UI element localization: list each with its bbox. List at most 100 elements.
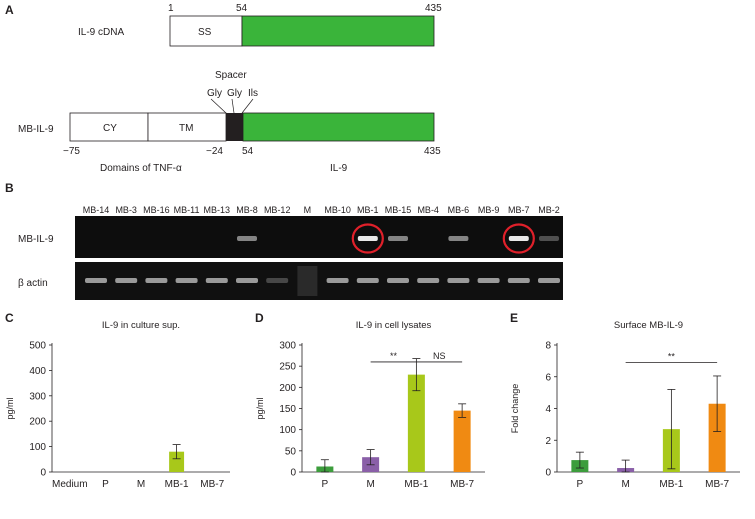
chart-title: IL-9 in culture sup. bbox=[102, 320, 180, 331]
spacer-aa-2: Gly bbox=[227, 88, 242, 99]
x-tick-label: M bbox=[366, 479, 374, 490]
y-tick-label: 300 bbox=[279, 341, 296, 352]
y-axis-label: pg/ml bbox=[255, 397, 265, 419]
panel-a-diagram: A 1 54 435 IL-9 cDNA SS Spacer Gly Gly I… bbox=[5, 3, 442, 174]
y-tick-label: 200 bbox=[29, 417, 46, 428]
actin-band bbox=[266, 278, 289, 283]
mb-domains-label: Domains of TNF-α bbox=[100, 163, 182, 174]
actin-band bbox=[507, 278, 530, 283]
mb-il9-segment bbox=[242, 112, 435, 142]
il9-band bbox=[448, 236, 469, 241]
bar bbox=[708, 403, 726, 472]
cdna-ss-segment bbox=[169, 15, 243, 47]
y-axis-label: Fold change bbox=[510, 384, 520, 434]
significance-label: ** bbox=[668, 351, 676, 361]
y-tick-label: 500 bbox=[29, 341, 46, 352]
chart-title: IL-9 in cell lysates bbox=[356, 320, 432, 331]
mb-spacer-segment bbox=[226, 113, 243, 141]
y-tick-label: 100 bbox=[279, 425, 296, 436]
lane-label: MB-9 bbox=[478, 205, 500, 215]
chart-c: C IL-9 in culture sup. pg/ml 0 100 200 300 400 5… bbox=[5, 311, 230, 490]
significance-label: ** bbox=[390, 351, 398, 361]
y-tick-label: 0 bbox=[40, 468, 46, 479]
lane-label: MB-11 bbox=[174, 205, 200, 215]
mb-il9-label: IL-9 bbox=[330, 163, 348, 174]
lane-label: MB-8 bbox=[236, 205, 258, 215]
y-tick-label: 0 bbox=[545, 468, 551, 479]
significance-label: NS bbox=[433, 351, 446, 361]
mb-label: MB-IL-9 bbox=[18, 124, 54, 135]
mb-pos-435: 435 bbox=[424, 146, 441, 157]
x-tick-label: MB-1 bbox=[404, 479, 428, 490]
y-tick-label: 100 bbox=[29, 442, 46, 453]
spacer-pointer-mid bbox=[231, 98, 235, 114]
panel-letter: C bbox=[5, 311, 14, 325]
y-tick-label: 6 bbox=[545, 372, 551, 383]
mb-pos-minus24: −24 bbox=[206, 146, 223, 157]
x-tick-label: MB-7 bbox=[705, 479, 729, 490]
lane-label: MB-15 bbox=[385, 205, 412, 215]
actin-band bbox=[145, 278, 168, 283]
y-tick-label: 150 bbox=[279, 404, 296, 415]
y-tick-label: 4 bbox=[545, 404, 551, 415]
y-tick-label: 8 bbox=[545, 341, 551, 352]
panel-b-letter: B bbox=[5, 181, 14, 195]
bar bbox=[407, 374, 425, 472]
x-tick-label: Medium bbox=[52, 479, 88, 490]
lane-label: MB-12 bbox=[264, 205, 291, 215]
actin-band bbox=[356, 278, 379, 283]
y-axis-label: pg/ml bbox=[5, 397, 15, 419]
gel-row2-label: β actin bbox=[18, 278, 48, 289]
lane-label: MB-2 bbox=[538, 205, 560, 215]
bar bbox=[453, 410, 471, 472]
y-tick-label: 0 bbox=[290, 468, 296, 479]
mb-cy-label: CY bbox=[103, 123, 117, 134]
il9-band bbox=[539, 236, 559, 241]
lane-label: M bbox=[304, 205, 312, 215]
il9-band bbox=[357, 236, 378, 241]
actin-band bbox=[387, 278, 409, 283]
highlight-circle bbox=[502, 223, 535, 254]
actin-band bbox=[417, 278, 440, 283]
panel-letter: D bbox=[255, 311, 264, 325]
lane-label: MB-3 bbox=[115, 205, 137, 215]
x-tick-label: M bbox=[621, 479, 629, 490]
y-tick-label: 200 bbox=[279, 383, 296, 394]
x-tick-label: MB-7 bbox=[450, 479, 474, 490]
spacer-pointer-left bbox=[210, 98, 227, 114]
gel-row1-image bbox=[75, 216, 563, 258]
lane-label: MB-1 bbox=[357, 205, 379, 215]
mb-tm-segment bbox=[147, 112, 227, 142]
cdna-pos-mid: 54 bbox=[236, 3, 248, 14]
chart-d: D IL-9 in cell lysates pg/ml 0 50 100 150 200 25… bbox=[255, 311, 485, 490]
spacer-aa-3: Ils bbox=[248, 88, 258, 99]
spacer-label: Spacer bbox=[215, 70, 247, 81]
gel-bands bbox=[85, 223, 560, 296]
lane-label: MB-14 bbox=[83, 205, 110, 215]
actin-band bbox=[447, 278, 470, 283]
lane-label: MB-10 bbox=[324, 205, 351, 215]
actin-band bbox=[326, 278, 349, 283]
spacer-pointer-right bbox=[241, 98, 254, 114]
y-tick-label: 50 bbox=[285, 446, 297, 457]
actin-band bbox=[85, 278, 107, 283]
chart-title: Surface MB-IL-9 bbox=[614, 320, 683, 331]
x-tick-label: MB-7 bbox=[200, 479, 224, 490]
mb-tm-label: TM bbox=[179, 123, 193, 134]
y-tick-label: 400 bbox=[29, 366, 46, 377]
mb-pos-54: 54 bbox=[242, 146, 254, 157]
il9-band bbox=[388, 236, 408, 241]
actin-band bbox=[205, 278, 228, 283]
actin-band bbox=[538, 278, 560, 283]
il9-band bbox=[508, 236, 529, 241]
x-tick-label: P bbox=[577, 479, 584, 490]
lane-label: MB-4 bbox=[417, 205, 439, 215]
cdna-ss-label: SS bbox=[198, 27, 212, 38]
lane-labels: MB-14 MB-3 MB-16 MB-11 MB-13 MB-8 MB-12 M MB-10 M… bbox=[83, 205, 560, 215]
lane-label: MB-16 bbox=[143, 205, 170, 215]
spacer-aa-1: Gly bbox=[207, 88, 222, 99]
cdna-pos-start: 1 bbox=[168, 3, 174, 14]
lane-label: MB-13 bbox=[204, 205, 231, 215]
lane-label: MB-6 bbox=[448, 205, 470, 215]
actin-band bbox=[236, 278, 258, 283]
